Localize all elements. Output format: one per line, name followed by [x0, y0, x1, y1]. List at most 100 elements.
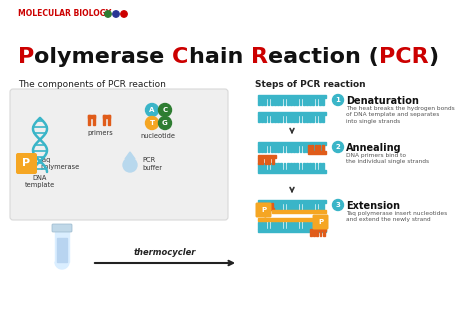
Bar	[316, 115, 318, 122]
Bar	[261, 115, 263, 122]
Bar	[306, 115, 308, 122]
Bar	[271, 98, 273, 105]
Bar	[316, 163, 318, 170]
Bar	[261, 203, 263, 208]
Text: P: P	[18, 47, 34, 67]
Bar	[309, 98, 311, 105]
Bar	[322, 203, 324, 210]
Bar	[310, 231, 312, 236]
Bar	[309, 115, 311, 122]
Text: DNA primers bind to
the individual single strands: DNA primers bind to the individual singl…	[346, 153, 429, 164]
Bar	[103, 115, 105, 125]
Text: PCR
buffer: PCR buffer	[142, 157, 162, 171]
Bar	[261, 203, 263, 210]
Bar	[277, 163, 279, 170]
Bar	[300, 145, 301, 152]
Bar	[310, 229, 326, 231]
Bar	[319, 115, 320, 122]
Circle shape	[146, 104, 158, 117]
Bar	[290, 145, 292, 152]
Bar	[274, 163, 276, 170]
Bar	[264, 163, 266, 170]
Bar	[306, 163, 308, 170]
Bar	[303, 115, 305, 122]
Bar	[322, 98, 324, 105]
Bar	[272, 157, 274, 163]
Bar	[258, 142, 326, 145]
Text: G: G	[162, 120, 168, 126]
Bar	[281, 145, 282, 152]
FancyBboxPatch shape	[55, 250, 69, 264]
Bar	[277, 98, 279, 105]
Text: P: P	[318, 219, 323, 225]
Text: 1: 1	[336, 97, 340, 103]
Bar	[108, 115, 110, 125]
Bar	[319, 145, 320, 152]
Bar	[271, 222, 273, 229]
Bar	[258, 155, 276, 157]
Bar	[316, 203, 318, 210]
Bar	[258, 203, 260, 208]
Circle shape	[113, 11, 119, 17]
Text: olymerase: olymerase	[34, 47, 172, 67]
Bar	[287, 98, 289, 105]
FancyBboxPatch shape	[312, 214, 328, 229]
Bar	[268, 203, 269, 210]
Bar	[287, 115, 289, 122]
Bar	[290, 222, 292, 229]
Bar	[300, 203, 301, 210]
Bar	[293, 222, 295, 229]
Bar	[258, 200, 326, 203]
Bar	[281, 203, 282, 210]
Bar	[258, 112, 326, 115]
Bar	[300, 115, 301, 122]
Bar	[261, 163, 263, 170]
Text: PCR: PCR	[379, 47, 428, 67]
Text: 2: 2	[336, 144, 340, 150]
Bar	[293, 163, 295, 170]
Bar	[264, 145, 266, 152]
Bar	[290, 115, 292, 122]
Bar	[306, 98, 308, 105]
Bar	[290, 98, 292, 105]
Bar	[274, 98, 276, 105]
Text: Taq
polymerase: Taq polymerase	[40, 157, 79, 171]
Bar	[57, 238, 67, 262]
Bar	[271, 203, 273, 208]
Bar	[303, 203, 305, 210]
Bar	[283, 115, 285, 122]
Bar	[313, 231, 315, 236]
Bar	[319, 203, 320, 210]
Bar	[287, 145, 289, 152]
Bar	[281, 222, 282, 229]
Text: R: R	[251, 47, 268, 67]
Circle shape	[121, 11, 127, 17]
Bar	[308, 151, 326, 153]
Bar	[296, 115, 298, 122]
Bar	[264, 222, 266, 229]
Polygon shape	[125, 152, 135, 159]
FancyBboxPatch shape	[52, 224, 72, 232]
Bar	[258, 229, 326, 232]
Bar	[309, 145, 311, 152]
Bar	[258, 203, 260, 210]
Bar	[264, 203, 266, 210]
Bar	[261, 145, 263, 152]
Bar	[296, 145, 298, 152]
Bar	[271, 203, 273, 210]
Bar	[303, 163, 305, 170]
Bar	[277, 203, 279, 210]
Bar	[322, 145, 324, 152]
Bar	[264, 203, 266, 208]
Bar	[287, 222, 289, 229]
Bar	[311, 145, 313, 151]
Text: P: P	[22, 158, 30, 169]
Bar	[261, 98, 263, 105]
Bar	[103, 115, 110, 118]
Bar	[268, 98, 269, 105]
Bar	[262, 157, 263, 163]
Bar	[296, 203, 298, 210]
Bar	[55, 230, 69, 262]
Bar	[312, 115, 314, 122]
Bar	[303, 98, 305, 105]
